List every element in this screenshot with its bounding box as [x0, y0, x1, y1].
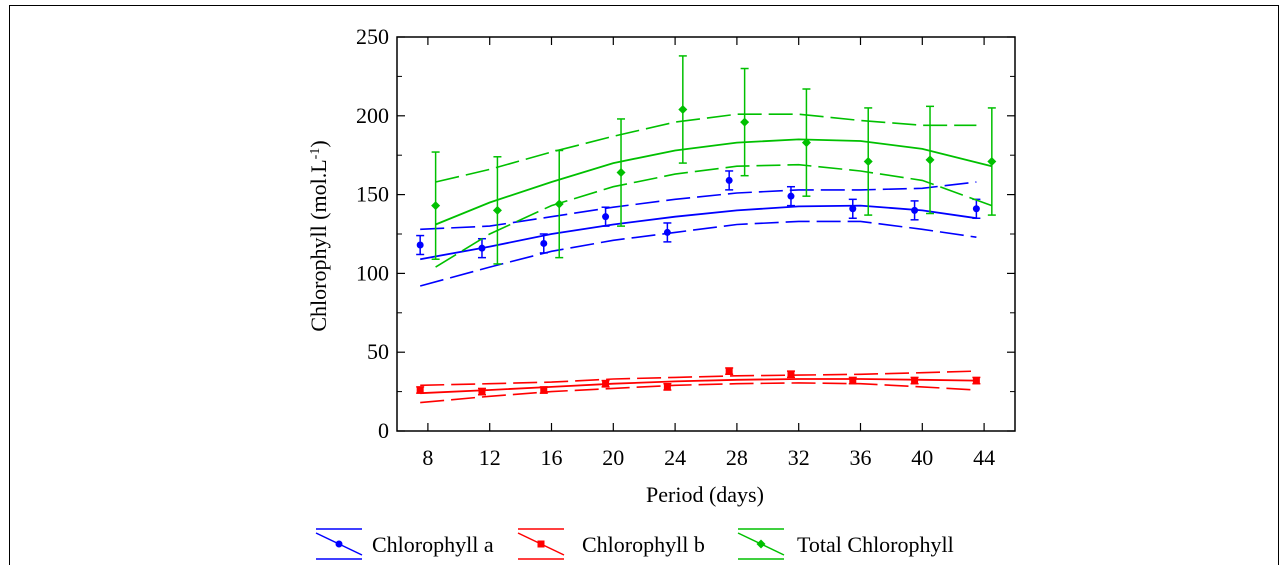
total-chlorophyll-fit-line [435, 138, 993, 226]
total-chlorophyll-point [740, 117, 750, 127]
chlorophyll-b-point [602, 380, 610, 388]
chlorophyll-a-point [478, 244, 486, 252]
legend-item-chlorophyll-b: Chlorophyll b [517, 528, 705, 560]
chlorophyll-b-point [972, 377, 980, 385]
legend-label: Chlorophyll b [582, 532, 705, 557]
x-tick-label: 12 [479, 445, 501, 470]
series-total-chlorophyll [431, 55, 997, 268]
chlorophyll-b-point [849, 377, 857, 385]
y-axis-title: Chlorophyll (mol.L-1) [306, 140, 331, 331]
chlorophyll-a-point [725, 176, 733, 184]
x-tick-label: 44 [973, 445, 995, 470]
total-chlorophyll-point [678, 104, 688, 114]
chlorophyll-b-point [725, 367, 733, 375]
y-tick-label: 200 [356, 103, 389, 128]
total-chlorophyll-point [616, 168, 626, 178]
series-chlorophyll-b [416, 367, 981, 404]
chlorophyll-b-point [911, 377, 919, 385]
x-tick-label: 28 [726, 445, 748, 470]
y-tick-label: 50 [367, 339, 389, 364]
chlorophyll-b-fit-line [420, 378, 977, 395]
chlorophyll-b-point [663, 383, 671, 391]
total-chlorophyll-ci-lower [435, 163, 993, 268]
total-chlorophyll-ci-upper [435, 113, 977, 183]
chlorophyll-a-fit-line [420, 204, 977, 261]
total-chlorophyll-point [431, 201, 441, 211]
chlorophyll-b-ci-lower [420, 382, 977, 404]
legend-label: Total Chlorophyll [797, 532, 954, 557]
chlorophyll-a-point [972, 205, 980, 213]
chart-frame [9, 5, 1279, 565]
chlorophyll-a-point [787, 192, 795, 200]
total-chlorophyll-point [925, 155, 935, 165]
y-tick-label: 250 [356, 24, 389, 49]
total-chlorophyll-point [801, 138, 811, 148]
chlorophyll-a-point [849, 205, 857, 213]
y-axis-title-end: ) [306, 140, 331, 147]
chlorophyll-a-point [416, 241, 424, 249]
legend-marker [756, 539, 766, 549]
chlorophyll-a-point [663, 228, 671, 236]
x-tick-label: 32 [788, 445, 810, 470]
y-axis-title-superscript: -1 [308, 148, 323, 160]
x-tick-label: 40 [911, 445, 933, 470]
legend-item-total-chlorophyll: Total Chlorophyll [737, 528, 954, 560]
chlorophyll-a-ci-lower [419, 220, 977, 287]
chlorophyll-b-ci-upper [420, 370, 977, 387]
legend-item-chlorophyll-a: Chlorophyll a [315, 528, 494, 560]
legend-marker [537, 540, 545, 548]
chlorophyll-a-point [602, 213, 610, 221]
x-tick-label: 20 [602, 445, 624, 470]
x-tick-label: 16 [541, 445, 563, 470]
legend-marker [335, 540, 343, 548]
x-tick-label: 36 [850, 445, 872, 470]
axes: 8 12 16 20 24 28 32 36 40 44 0 50 100 150 200 250 [356, 24, 1015, 470]
x-tick-label: 24 [664, 445, 686, 470]
chlorophyll-a-point [540, 239, 548, 247]
legend-label: Chlorophyll a [372, 532, 494, 557]
x-tick-label: 8 [422, 445, 433, 470]
series-layer [416, 55, 997, 404]
total-chlorophyll-point [554, 199, 564, 209]
x-axis-title: Period (days) [646, 482, 764, 507]
y-tick-label: 150 [356, 182, 389, 207]
chlorophyll-a-ci-upper [420, 181, 977, 231]
chlorophyll-b-point [416, 386, 424, 394]
chlorophyll-b-point [787, 370, 795, 378]
chlorophyll-b-point [540, 386, 548, 394]
legend: Chlorophyll a Chlorophyll b Total Chloroph… [315, 528, 954, 560]
y-tick-label: 0 [378, 418, 389, 443]
chlorophyll-a-point [911, 206, 919, 214]
series-chlorophyll-a [416, 170, 981, 287]
y-axis-title-main: Chlorophyll (mol.L [306, 159, 331, 331]
total-chlorophyll-point [492, 205, 502, 215]
chlorophyll-b-point [478, 388, 486, 396]
y-tick-label: 100 [356, 260, 389, 285]
total-chlorophyll-point [987, 157, 997, 167]
total-chlorophyll-point [863, 157, 873, 167]
